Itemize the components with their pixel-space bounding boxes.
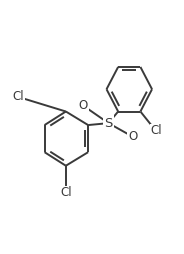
Text: Cl: Cl [60, 186, 72, 199]
Text: S: S [104, 117, 113, 130]
Text: Cl: Cl [13, 90, 24, 103]
Text: Cl: Cl [150, 124, 162, 137]
Text: O: O [128, 130, 137, 143]
Text: O: O [79, 99, 88, 112]
